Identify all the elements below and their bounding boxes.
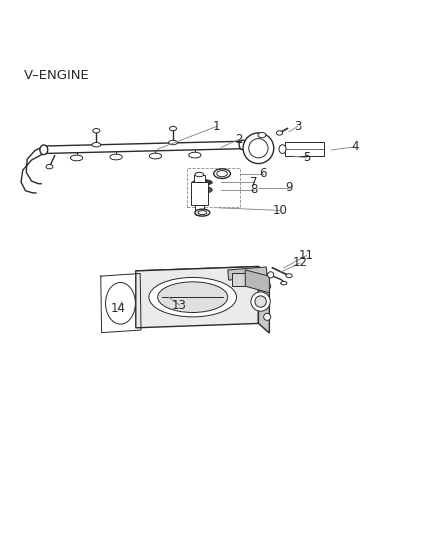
Ellipse shape — [258, 133, 266, 138]
Ellipse shape — [281, 281, 287, 285]
Ellipse shape — [40, 145, 48, 155]
Ellipse shape — [195, 172, 204, 177]
Ellipse shape — [71, 155, 83, 161]
Text: 14: 14 — [111, 303, 126, 316]
Text: 8: 8 — [251, 183, 258, 196]
Ellipse shape — [46, 165, 53, 169]
Bar — [191, 182, 208, 205]
Text: 4: 4 — [351, 140, 359, 154]
Text: 3: 3 — [294, 120, 301, 133]
Ellipse shape — [217, 171, 227, 177]
Circle shape — [249, 139, 268, 158]
Circle shape — [264, 313, 271, 320]
Ellipse shape — [189, 152, 201, 158]
Ellipse shape — [92, 142, 101, 147]
Bar — [194, 174, 205, 182]
Text: 13: 13 — [172, 298, 187, 312]
Ellipse shape — [149, 278, 237, 317]
Polygon shape — [245, 270, 269, 293]
Ellipse shape — [158, 282, 228, 312]
Text: 7: 7 — [250, 176, 258, 189]
Text: 12: 12 — [293, 256, 307, 270]
Polygon shape — [136, 266, 269, 280]
Circle shape — [243, 133, 274, 164]
Text: 5: 5 — [303, 151, 310, 164]
Text: 9: 9 — [285, 181, 293, 194]
Ellipse shape — [195, 212, 203, 216]
Text: 6: 6 — [259, 167, 267, 180]
Ellipse shape — [239, 140, 247, 150]
Text: V–ENGINE: V–ENGINE — [24, 69, 90, 83]
Circle shape — [255, 296, 266, 307]
Ellipse shape — [93, 128, 100, 133]
Ellipse shape — [279, 145, 286, 154]
Text: 2: 2 — [235, 133, 243, 146]
Ellipse shape — [106, 282, 135, 324]
Circle shape — [264, 282, 271, 290]
Bar — [285, 142, 324, 156]
Polygon shape — [136, 266, 258, 328]
Ellipse shape — [198, 211, 207, 215]
Text: 10: 10 — [273, 204, 288, 217]
Ellipse shape — [149, 153, 162, 159]
Ellipse shape — [276, 131, 283, 135]
Text: 1: 1 — [213, 120, 221, 133]
Polygon shape — [228, 267, 267, 280]
Ellipse shape — [110, 154, 122, 160]
Ellipse shape — [193, 180, 212, 185]
Ellipse shape — [169, 140, 177, 145]
Text: 11: 11 — [299, 249, 314, 262]
Ellipse shape — [214, 169, 230, 179]
Circle shape — [268, 272, 274, 278]
Ellipse shape — [286, 274, 292, 278]
Ellipse shape — [170, 126, 177, 131]
Ellipse shape — [195, 209, 210, 216]
Bar — [195, 205, 204, 213]
Bar — [187, 168, 240, 207]
Circle shape — [251, 292, 270, 311]
Polygon shape — [258, 266, 269, 333]
Bar — [232, 273, 256, 286]
Ellipse shape — [193, 187, 212, 193]
